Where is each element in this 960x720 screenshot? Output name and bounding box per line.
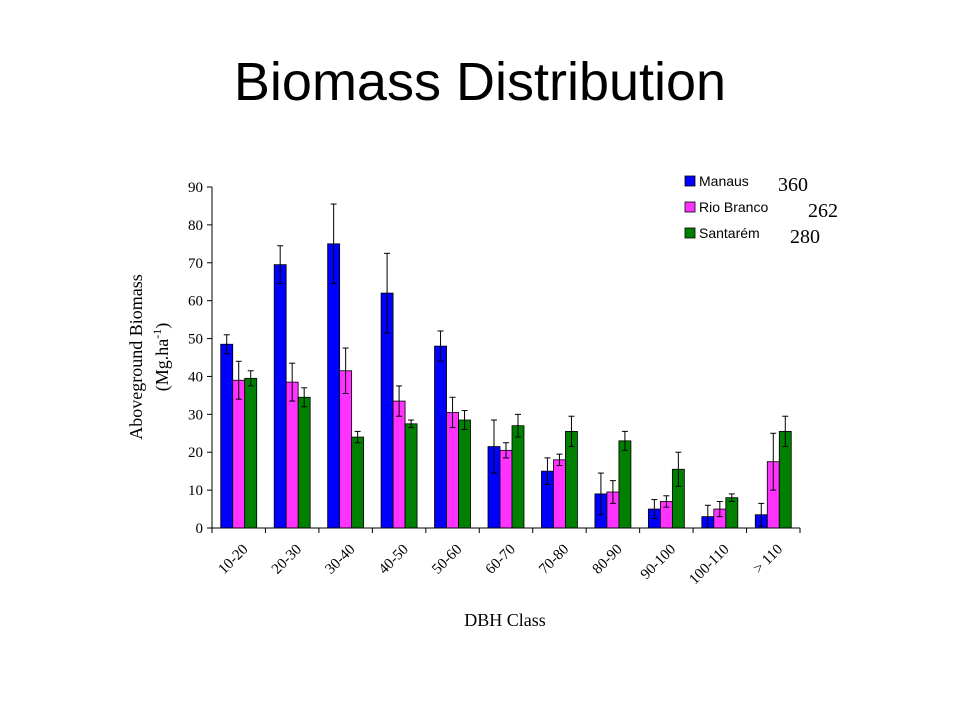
bar-santar-m-4 xyxy=(458,419,471,529)
x-tick-label-0: 10-20 xyxy=(215,542,251,578)
x-tick-label-1: 20-30 xyxy=(269,542,305,578)
legend-total-rio-branco: 262 xyxy=(808,200,838,222)
bar-manaus-2 xyxy=(327,243,341,529)
y-axis-unit-base: (Mg.ha xyxy=(152,339,173,392)
bar-santar-m-0 xyxy=(244,377,258,529)
x-tick-label-9: 100-110 xyxy=(686,542,732,588)
bar-rio-branco-0 xyxy=(232,379,246,529)
bar-santar-m-1 xyxy=(297,396,311,529)
bar-santar-m-3 xyxy=(404,423,418,529)
x-axis-title: DBH Class xyxy=(464,610,546,630)
x-tick-label-5: 60-70 xyxy=(483,542,519,578)
y-axis-title: Aboveground Biomass (Mg.ha-1) xyxy=(126,274,173,440)
legend-total-santar-m: 280 xyxy=(790,226,820,248)
slide-title: Biomass Distribution xyxy=(233,52,727,112)
legend-label-rio-branco: Rio Branco xyxy=(699,199,768,215)
legend-swatch-manaus xyxy=(684,175,696,187)
bar-rio-branco-1 xyxy=(285,381,299,529)
bar-manaus-4 xyxy=(434,345,447,529)
y-tick-label-40: 40 xyxy=(188,369,203,385)
x-tick-label-3: 40-50 xyxy=(376,542,412,578)
bar-manaus-1 xyxy=(273,264,287,529)
legend-swatch-rio-branco xyxy=(684,201,696,213)
y-axis-unit-end: ) xyxy=(152,323,173,329)
bars-group xyxy=(220,243,792,529)
legend: Manaus 360 Rio Branco 262 Santarém 280 xyxy=(684,173,838,248)
y-axis-title-line1: Aboveground Biomass xyxy=(126,274,146,440)
y-axis-unit-superscript: -1 xyxy=(150,329,164,339)
bar-santar-m-7 xyxy=(618,440,632,529)
bar-rio-branco-2 xyxy=(339,370,353,529)
legend-total-manaus: 360 xyxy=(778,174,808,196)
x-tick-label-4: 50-60 xyxy=(429,542,465,578)
y-tick-label-30: 30 xyxy=(188,407,203,423)
legend-label-santar-m: Santarém xyxy=(699,225,760,241)
y-tick-label-0: 0 xyxy=(196,521,204,537)
x-tick-label-7: 80-90 xyxy=(590,542,626,578)
y-tick-label-20: 20 xyxy=(188,445,203,461)
error-bars-group xyxy=(223,203,789,529)
y-tick-label-80: 80 xyxy=(188,218,203,234)
y-tick-label-60: 60 xyxy=(188,294,203,310)
bar-santar-m-5 xyxy=(511,425,525,529)
bar-rio-branco-3 xyxy=(392,400,406,529)
y-tick-label-10: 10 xyxy=(188,483,203,499)
y-tick-label-50: 50 xyxy=(188,332,203,348)
legend-label-manaus: Manaus xyxy=(699,173,749,189)
bar-manaus-0 xyxy=(220,343,234,529)
x-tick-label-6: 70-80 xyxy=(536,542,572,578)
bar-rio-branco-5 xyxy=(499,449,513,529)
legend-swatch-santar-m xyxy=(684,227,696,239)
x-tick-label-10: > 110 xyxy=(751,542,786,577)
x-tick-label-2: 30-40 xyxy=(322,542,358,578)
y-tick-label-70: 70 xyxy=(188,256,203,272)
y-axis-title-line2: (Mg.ha-1) xyxy=(150,323,173,392)
bar-santar-m-2 xyxy=(351,436,365,529)
y-tick-label-90: 90 xyxy=(188,180,203,196)
bar-rio-branco-6 xyxy=(553,459,566,529)
x-tick-label-8: 90-100 xyxy=(638,542,679,583)
bar-santar-m-9 xyxy=(725,497,739,529)
bar-rio-branco-4 xyxy=(446,412,459,529)
